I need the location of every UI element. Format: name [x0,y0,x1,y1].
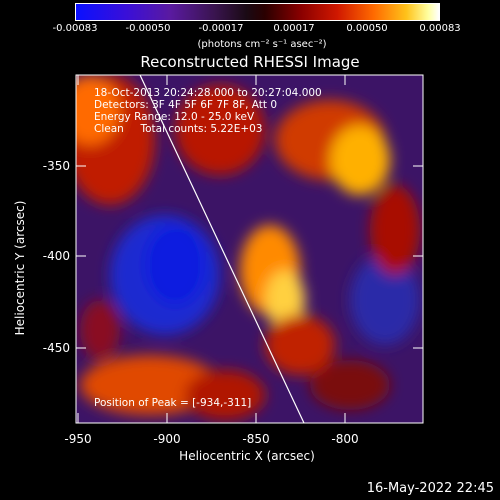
peak-position-label: Position of Peak = [-934,-311] [94,397,252,409]
info-clean-counts: Clean Total counts: 5.22E+03 [94,123,263,135]
x-tick-label: -950 [64,432,92,446]
plot-title: Reconstructed RHESSI Image [140,53,360,71]
info-energy-range: Energy Range: 12.0 - 25.0 keV [94,111,255,123]
y-tick-label: -350 [42,159,70,173]
x-tick-label: -850 [242,432,270,446]
colorbar [75,3,440,21]
x-tick-label: -800 [331,432,359,446]
info-time-range: 18-Oct-2013 20:24:28.000 to 20:27:04.000 [94,87,322,99]
colorbar-tick: -0.00083 [52,23,98,34]
colorbar-tick: 0.00083 [419,23,461,34]
x-tick-label: -900 [153,432,181,446]
plot-frame [75,74,424,424]
colorbar-tick: 0.00050 [346,23,388,34]
x-axis-label: Heliocentric X (arcsec) [179,449,315,463]
date-stamp: 16-May-2022 22:45 [366,481,494,496]
y-tick-label: -400 [42,249,70,263]
y-axis-label: Heliocentric Y (arcsec) [13,200,27,336]
colorbar-tick: -0.00017 [198,23,244,34]
y-tick-label: -450 [42,341,70,355]
map-image [76,75,423,423]
colorbar-units: (photons cm⁻² s⁻¹ asec⁻²) [197,39,327,50]
colorbar-tick: 0.00017 [273,23,315,34]
colorbar-tick: -0.00050 [125,23,171,34]
axis-ticks [76,75,423,423]
info-detectors: Detectors: 3F 4F 5F 6F 7F 8F, Att 0 [94,99,278,111]
